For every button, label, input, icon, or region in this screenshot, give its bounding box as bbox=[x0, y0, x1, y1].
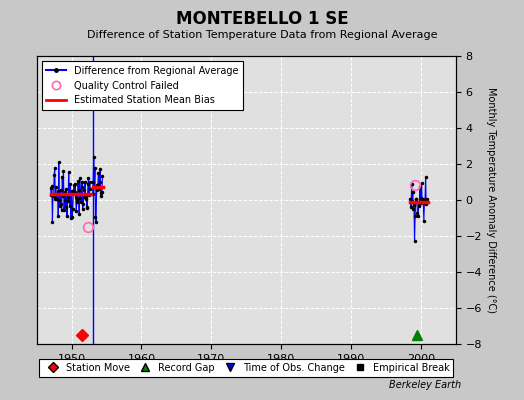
Legend: Station Move, Record Gap, Time of Obs. Change, Empirical Break: Station Move, Record Gap, Time of Obs. C… bbox=[39, 359, 453, 376]
Text: MONTEBELLO 1 SE: MONTEBELLO 1 SE bbox=[176, 10, 348, 28]
Text: Berkeley Earth: Berkeley Earth bbox=[389, 380, 461, 390]
Text: Difference of Station Temperature Data from Regional Average: Difference of Station Temperature Data f… bbox=[87, 30, 437, 40]
Y-axis label: Monthly Temperature Anomaly Difference (°C): Monthly Temperature Anomaly Difference (… bbox=[486, 87, 496, 313]
